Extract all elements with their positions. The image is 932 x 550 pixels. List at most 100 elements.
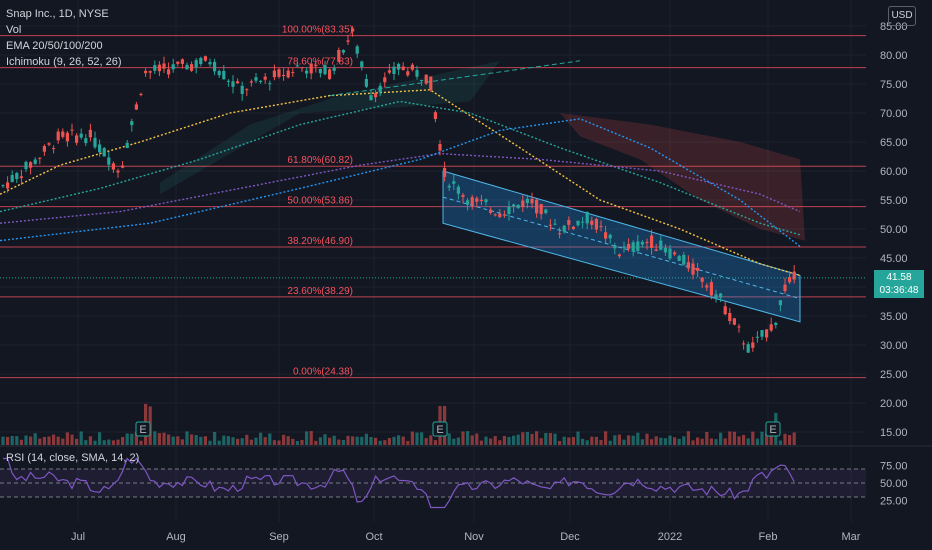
- date-tick-label: 2022: [658, 531, 682, 543]
- candle-body: [111, 163, 115, 170]
- candle-body: [410, 64, 414, 70]
- candle-body: [691, 263, 695, 275]
- candle-body: [144, 70, 148, 74]
- candle-body: [507, 206, 511, 214]
- volume-bar: [314, 440, 318, 445]
- price-tick-label: 50.00: [880, 224, 908, 236]
- candle-body: [272, 70, 276, 78]
- candle-body: [608, 234, 612, 239]
- volume-bar: [686, 431, 690, 445]
- candle-body: [56, 131, 60, 141]
- candle-body: [723, 306, 727, 315]
- candle-body: [226, 80, 230, 82]
- volume-bar: [410, 431, 414, 445]
- candle-body: [576, 220, 580, 226]
- ema-legend[interactable]: EMA 20/50/100/200: [6, 40, 103, 52]
- volume-bar: [24, 435, 28, 445]
- candle-body: [433, 112, 437, 119]
- rsi-legend[interactable]: RSI (14, close, SMA, 14, 2): [6, 452, 140, 464]
- candle-body: [562, 225, 566, 232]
- candle-body: [778, 300, 782, 306]
- volume-bar: [70, 434, 74, 445]
- volume-bar: [134, 432, 138, 445]
- candle-body: [286, 70, 290, 78]
- volume-bar: [627, 435, 631, 445]
- volume-bar: [502, 435, 506, 445]
- volume-bar: [673, 437, 677, 445]
- volume-bar: [493, 436, 497, 445]
- candle-body: [199, 57, 203, 65]
- rsi-tick-label: 25.00: [880, 496, 908, 508]
- volume-legend[interactable]: Vol: [6, 24, 22, 36]
- volume-bar: [272, 440, 276, 445]
- candle-body: [378, 85, 382, 93]
- volume-bar: [728, 431, 732, 445]
- volume-bar: [254, 437, 258, 445]
- candle-body: [581, 221, 585, 223]
- volume-bar: [282, 434, 286, 445]
- candle-body: [190, 64, 194, 71]
- volume-bar: [571, 437, 575, 445]
- volume-bar: [792, 432, 796, 445]
- candle-body: [332, 68, 336, 71]
- last-price: 41.58: [886, 272, 912, 283]
- candle-body: [295, 65, 299, 67]
- volume-bar: [199, 436, 203, 445]
- candle-body: [245, 89, 249, 91]
- volume-bar: [567, 437, 571, 445]
- candle-body: [567, 220, 571, 225]
- candle-body: [314, 64, 318, 67]
- symbol-title[interactable]: Snap Inc., 1D, NYSE: [6, 8, 109, 20]
- candle-body: [530, 198, 534, 204]
- earnings-marker-label: E: [139, 424, 146, 436]
- volume-bar: [613, 435, 617, 445]
- date-tick-label: Jul: [71, 531, 85, 543]
- volume-bars: [1, 403, 796, 445]
- candle-body: [443, 167, 447, 177]
- cloud-bullish: [160, 60, 500, 195]
- volume-bar: [277, 440, 281, 445]
- date-tick-label: Dec: [560, 531, 580, 543]
- currency-button[interactable]: USD: [888, 6, 916, 26]
- volume-bar: [162, 432, 166, 445]
- candle-body: [180, 59, 184, 64]
- candle-body: [387, 70, 391, 73]
- candle-body: [346, 40, 350, 42]
- volume-bar: [397, 435, 401, 445]
- volume-bar: [530, 433, 534, 445]
- candle-body: [38, 157, 42, 159]
- channel-midline: [442, 196, 801, 300]
- volume-bar: [562, 436, 566, 445]
- volume-bar: [286, 436, 290, 445]
- volume-bar: [203, 436, 207, 445]
- volume-bar: [180, 439, 184, 445]
- volume-bar: [323, 434, 327, 445]
- volume-bar: [121, 436, 125, 445]
- date-tick-label: Feb: [759, 531, 778, 543]
- volume-bar: [581, 438, 585, 445]
- fib-level-label: 0.00%(24.38): [293, 367, 353, 378]
- volume-bar: [38, 438, 42, 445]
- volume-bar: [760, 431, 764, 445]
- candle-body: [157, 64, 161, 72]
- ichimoku-legend[interactable]: Ichimoku (9, 26, 52, 26): [6, 56, 122, 68]
- volume-bar: [659, 437, 663, 445]
- volume-bar: [236, 438, 240, 445]
- candle-body: [305, 70, 309, 74]
- price-tick-label: 25.00: [880, 369, 908, 381]
- candle-body: [1, 185, 5, 187]
- candle-body: [194, 60, 198, 68]
- volume-bar: [29, 436, 33, 445]
- volume-bar: [544, 433, 548, 445]
- volume-bar: [723, 438, 727, 445]
- price-tick-label: 35.00: [880, 311, 908, 323]
- candle-body: [65, 132, 69, 142]
- volume-bar: [461, 431, 465, 445]
- volume-bar: [553, 433, 557, 445]
- volume-bar: [364, 433, 368, 445]
- volume-bar: [111, 440, 115, 445]
- date-tick-label: Sep: [269, 531, 289, 543]
- candle-body: [15, 173, 19, 180]
